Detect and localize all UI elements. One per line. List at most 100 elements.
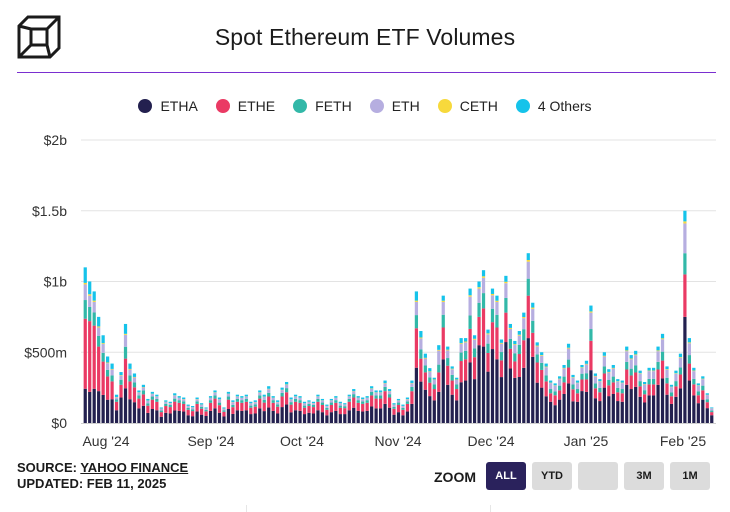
bar-segment-ethe [669,396,674,404]
bar-segment-ethe [383,391,387,404]
bar-segment-eth [334,398,338,401]
bar-segment-ceth [611,367,615,369]
bar-segment-eth [276,402,280,405]
legend-item-ethe[interactable]: ETHE [215,98,275,114]
bar-segment-eth [365,398,369,401]
legend-item-others[interactable]: 4 Others [515,98,592,114]
zoom-blank-button[interactable] [578,462,618,490]
bar-segment-eth [544,367,548,376]
bar-segment-etha [123,388,128,423]
bar-segment-feth [204,409,208,412]
bar-segment-etha [114,410,119,423]
bar-segment-feth [575,389,580,394]
bar-segment-ethe [338,407,342,415]
bar-segment-feth [106,369,110,377]
bar-segment-ethe [611,382,615,394]
bar-segment-eth [311,403,316,405]
bar-segment-feth [687,355,691,364]
bar-segment-eth [249,403,253,406]
bar-segment-feth [195,401,199,404]
bar-segment-ceth [580,367,584,368]
bar-segment-ethe [182,403,186,412]
bar-segment-eth [602,356,606,367]
bar-segment-feth [531,320,535,333]
zoom-ytd-button[interactable]: YTD [532,462,572,490]
bar-segment-etha [651,395,656,423]
bar-segment-4-others [280,387,284,390]
bar-segment-ethe [446,365,450,385]
bar-segment-etha [253,413,257,423]
bar-segment-4-others [517,331,521,335]
bar-segment-etha [92,388,96,423]
bar-segment-4-others [150,391,154,394]
x-tick-label: Aug '24 [82,433,129,449]
bar-segment-ceth [414,300,419,302]
bar-segment-eth [146,400,150,404]
bar-segment-feth [602,366,606,374]
bar-segment-etha [692,395,696,423]
bar-segment-etha [710,415,714,423]
bar-segment-eth [464,342,468,351]
bar-segment-eth [329,400,333,403]
bar-segment-feth [168,404,172,408]
bar-segment-4-others [472,335,477,339]
zoom-3m-button[interactable]: 3M [624,462,664,490]
bar-segment-feth [191,409,195,412]
bar-segment-feth [517,344,521,355]
bar-segment-4-others [352,389,356,392]
bar-segment-4-others [562,364,566,368]
zoom-1m-button[interactable]: 1M [670,462,710,490]
bar-segment-etha [437,391,441,423]
bar-segment-ethe [213,398,217,409]
bar-segment-feth [213,395,217,399]
bar-segment-etha [553,405,557,423]
bar-segment-etha [106,399,110,423]
zoom-all-button[interactable]: ALL [486,462,526,490]
bar-segment-feth [535,354,539,363]
bar-segment-eth [598,381,602,388]
bar-segment-ethe [678,374,683,389]
bar-segment-4-others [580,364,584,368]
legend-item-feth[interactable]: FETH [293,98,352,114]
bar-segment-ethe [159,412,163,417]
bar-segment-ceth [692,370,696,372]
bar-segment-4-others [92,291,96,301]
bar-segment-ethe [137,398,141,409]
bar-segment-4-others [267,386,271,389]
bar-segment-feth [285,388,289,393]
bar-segment-ethe [598,392,602,402]
bar-segment-eth [477,288,481,303]
bar-segment-4-others [696,383,700,386]
bar-segment-4-others [110,363,114,369]
bar-segment-etha [101,394,105,423]
bar-segment-4-others [513,340,517,345]
bar-segment-ceth [101,343,105,345]
legend-swatch [515,99,530,113]
bar-segment-ceth [119,375,123,376]
bar-segment-4-others [401,404,405,406]
bar-segment-eth [701,379,705,386]
bar-segment-eth [499,343,504,353]
bar-segment-ethe [334,402,338,411]
bar-segment-feth [441,314,445,328]
bar-segment-etha [285,404,289,423]
bar-segment-ethe [88,321,92,392]
legend-item-ceth[interactable]: CETH [437,98,498,114]
bar-segment-etha [199,414,204,423]
bar-segment-feth [669,392,674,397]
bar-segment-4-others [616,379,620,382]
bar-segment-eth [347,396,351,399]
bar-segment-etha [571,401,575,423]
bar-segment-eth [325,406,329,408]
legend-item-etha[interactable]: ETHA [138,98,198,114]
bar-segment-feth [455,384,459,390]
bar-segment-4-others [365,396,369,398]
bar-segment-feth [593,383,598,389]
bar-segment-eth [589,312,593,330]
bar-segment-4-others [320,398,325,401]
bar-segment-feth [387,394,392,398]
bar-segment-etha [620,401,624,423]
bar-segment-ceth [660,338,665,340]
legend-item-eth[interactable]: ETH [369,98,420,114]
source-link[interactable]: YAHOO FINANCE [80,460,189,475]
